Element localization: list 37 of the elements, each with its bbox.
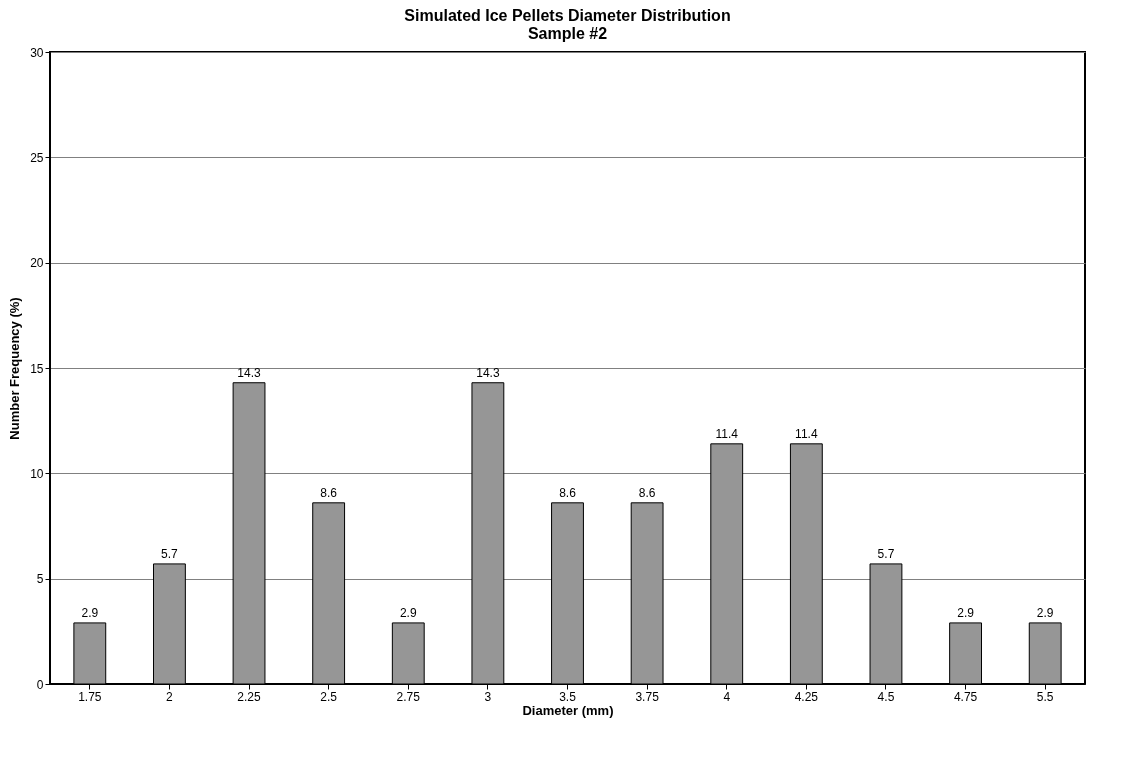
x-tick-label: 5.5 — [1036, 689, 1054, 704]
x-tick-label: 3.5 — [559, 689, 577, 704]
x-tick-label: 3 — [484, 689, 492, 704]
y-tick-label: 5 — [36, 572, 44, 587]
x-axis-title: Diameter (mm) — [522, 702, 614, 718]
y-tick-label: 25 — [30, 150, 44, 165]
data-label: 2.9 — [81, 605, 99, 620]
data-label: 2.9 — [1036, 605, 1054, 620]
data-label: 2.9 — [399, 605, 417, 620]
x-tick-label: 2.75 — [396, 689, 421, 704]
x-tick-label: 2.25 — [237, 689, 262, 704]
x-tick-label: 4.5 — [877, 689, 895, 704]
data-label: 8.6 — [320, 485, 338, 500]
data-label: 8.6 — [559, 485, 577, 500]
x-tick-label: 3.75 — [635, 689, 660, 704]
x-tick-label: 2.5 — [320, 689, 338, 704]
y-tick-label: 0 — [36, 677, 44, 692]
y-tick-label: 30 — [30, 45, 44, 60]
x-tick-label: 1.75 — [78, 689, 102, 704]
data-label: 14.3 — [476, 365, 500, 380]
x-tick-label: 4.75 — [953, 689, 978, 704]
y-tick-label: 10 — [30, 466, 44, 481]
data-label: 8.6 — [638, 485, 656, 500]
y-axis-title: Number Frequency (%) — [7, 297, 23, 440]
data-label: 11.4 — [715, 426, 739, 441]
y-tick-label: 15 — [30, 361, 44, 376]
data-label: 5.7 — [877, 546, 895, 561]
y-tick-label: 20 — [30, 256, 44, 271]
data-label: 11.4 — [795, 426, 818, 441]
data-label: 2.9 — [957, 605, 975, 620]
x-tick-label: 4.25 — [794, 689, 819, 704]
chart-title: Simulated Ice Pellets Diameter Distribution — [404, 7, 731, 24]
data-label: 5.7 — [161, 546, 179, 561]
data-label: 14.3 — [237, 365, 262, 380]
chart-subtitle: Sample #2 — [527, 25, 608, 42]
x-tick-label: 2 — [166, 689, 174, 704]
x-tick-label: 4 — [723, 689, 731, 704]
